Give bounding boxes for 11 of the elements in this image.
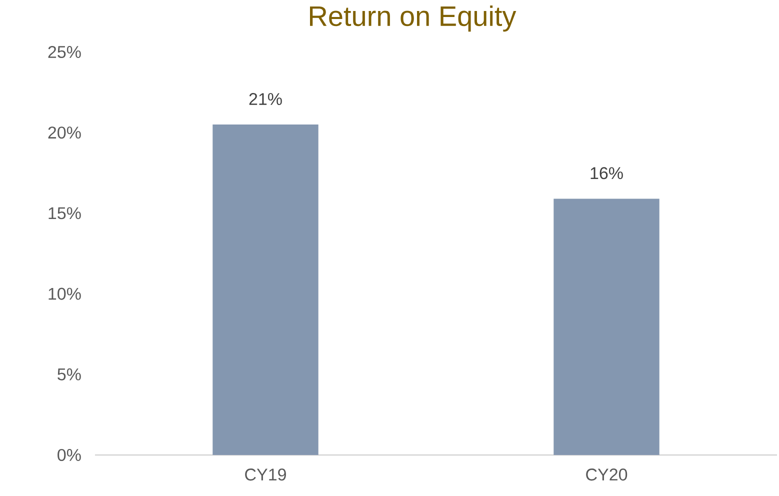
y-tick-label: 5%	[58, 368, 81, 380]
y-tick-label: 15%	[48, 207, 81, 220]
chart-title: Return on Equity	[310, 6, 516, 32]
data-label: 21%	[249, 93, 282, 105]
y-tick-label: 25%	[48, 46, 81, 58]
data-label: 16%	[590, 167, 623, 180]
x-tick-label: CY19	[245, 468, 286, 481]
y-tick-label: 0%	[58, 448, 81, 462]
y-tick-label: 20%	[48, 126, 81, 139]
y-tick-label: 10%	[48, 288, 81, 300]
x-tick-label: CY20	[586, 468, 628, 481]
